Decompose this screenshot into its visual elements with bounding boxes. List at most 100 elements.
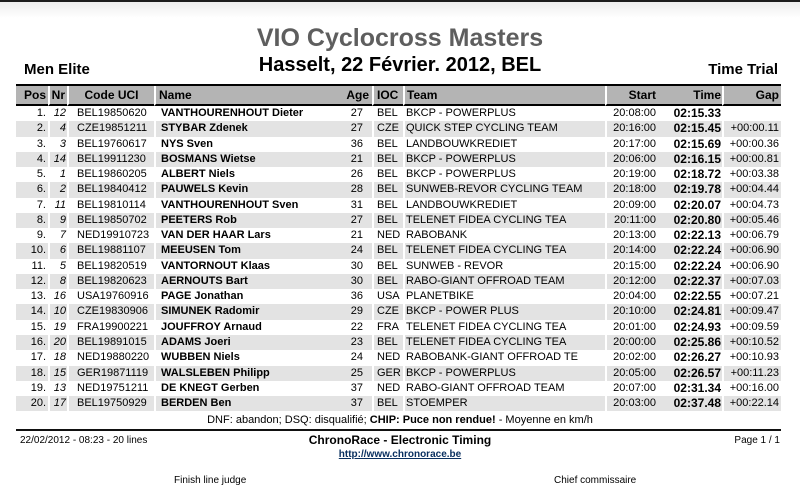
cell-age: 29 — [340, 304, 372, 320]
subheader: Hasselt, 22 Février. 2012, BEL Men Elite… — [0, 54, 800, 78]
cell-nr: 8 — [48, 273, 67, 290]
cell-start: 20:03:00 — [605, 396, 660, 412]
cell-name: WUBBEN Niels — [154, 350, 340, 366]
page-indicator: Page 1 / 1 — [734, 435, 780, 447]
cell-code: BEL19850620 — [67, 106, 154, 122]
cell-start: 20:19:00 — [605, 167, 660, 183]
cell-age: 27 — [350, 107, 363, 119]
cell-pos: 6. — [16, 182, 48, 198]
cell-team: TELENET FIDEA CYCLING TEA — [403, 334, 605, 351]
table-row: 17. 18 NED19880220 WUBBEN Niels 24 NED RABOBAN… — [16, 350, 781, 366]
cell-start: 20:06:00 — [605, 151, 660, 168]
cell-gap: +00:10.52 — [722, 334, 781, 351]
cell-ioc: BEL — [372, 258, 403, 274]
chief-commissaire-label: Chief commissaire — [554, 475, 637, 487]
cell-pos: 7. — [36, 198, 46, 211]
cell-time: 02:22.13 — [673, 228, 721, 243]
cell-start: 20:10:00 — [605, 304, 660, 320]
event-subtitle: Hasselt, 22 Février. 2012, BEL — [258, 54, 542, 76]
results-body: 1. 12 BEL19850620 VANTHOURENHOUT Dieter 27 BE… — [16, 106, 781, 412]
table-row: 3. 3 BEL19760617 NYS Sven 36 BEL LANDBOUWKREDI… — [16, 136, 781, 152]
cell-time: 02:16.15 — [660, 151, 722, 168]
cell-team: TELENET FIDEA CYCLING TEA — [403, 212, 605, 229]
cell-team: SUNWEB - REVOR — [403, 258, 605, 274]
cell-team: BKCP - POWERPLUS — [403, 365, 605, 381]
cell-code: BEL19840412 — [67, 182, 154, 198]
cell-name: DE KNEGT Gerben — [154, 380, 340, 397]
cell-pos: 17. — [30, 351, 46, 364]
cell-code: BEL19860205 — [67, 167, 154, 183]
cell-gap: +00:05.46 — [722, 212, 781, 229]
cell-team: BKCP - POWERPLUS — [403, 151, 605, 168]
cell-nr: 20 — [48, 334, 67, 351]
cell-code: FRA19900221 — [67, 319, 154, 335]
table-row: 12. 8 BEL19820623 AERNOUTS Bart 30 BEL RABO-GI… — [16, 273, 781, 290]
cell-age: 36 — [350, 290, 363, 303]
cell-start: 20:16:00 — [605, 121, 660, 137]
cell-pos: 19. — [30, 381, 46, 394]
table-row: 13. 16 USA19760916 PAGE Jonathan 36 USA PLANET… — [16, 289, 781, 305]
cell-gap: +00:06.90 — [722, 243, 781, 259]
cell-gap: +00:11.23 — [722, 365, 781, 381]
cell-ioc: BEL — [372, 136, 403, 152]
cell-name: NYS Sven — [154, 136, 340, 152]
page-title: VIO Cyclocross Masters — [256, 24, 544, 52]
results-table: Pos Nr Code UCI Name Age IOC Team Start … — [16, 84, 781, 412]
cell-pos: 13. — [30, 290, 46, 303]
website-link[interactable]: http://www.chronorace.be — [338, 448, 462, 460]
column-header-ioc: IOC — [372, 86, 403, 106]
cell-name: PAUWELS Kevin — [154, 182, 340, 198]
cell-code: NED19751211 — [67, 380, 154, 397]
website-link-line: http://www.chronorace.be — [0, 449, 800, 461]
category-label: Men Elite — [24, 61, 90, 78]
cell-name: BOSMANS Wietse — [154, 151, 340, 168]
cell-ioc: NED — [372, 350, 403, 366]
table-row: 6. 2 BEL19840412 PAUWELS Kevin 28 BEL SUNWEB-R… — [16, 182, 781, 198]
table-row: 7. 11 BEL19810114 VANTHOURENHOUT Sven 31 BEL L… — [16, 197, 781, 213]
cell-time: 02:26.57 — [660, 365, 722, 381]
table-row: 19. 13 NED19751211 DE KNEGT Gerben 37 NED RABO… — [16, 380, 781, 397]
finish-line-judge-label: Finish line judge — [174, 475, 247, 487]
cell-ioc: BEL — [372, 243, 403, 259]
cell-code: BEL19911230 — [67, 151, 154, 168]
cell-age: 30 — [340, 273, 372, 290]
cell-gap: +00:04.73 — [722, 197, 781, 213]
cell-team: BKCP - POWERPLUS — [403, 106, 605, 122]
cell-start: 20:15:00 — [605, 258, 660, 274]
table-row: 14. 10 CZE19830906 SIMUNEK Radomir 29 CZE BKCP… — [16, 304, 781, 320]
cell-code: BEL19820519 — [67, 258, 154, 274]
footer-line: 22/02/2012 - 08:23 - 20 lines ChronoRace… — [0, 434, 800, 447]
cell-name: ADAMS Joeri — [154, 334, 340, 351]
cell-code: BEL19760617 — [67, 136, 154, 152]
cell-name: AERNOUTS Bart — [154, 273, 340, 290]
cell-nr: 13 — [48, 380, 67, 397]
cell-time: 02:26.27 — [673, 350, 721, 365]
cell-pos: 2. — [16, 121, 48, 137]
cell-age: 22 — [350, 320, 363, 333]
cell-code: BEL19810114 — [67, 197, 154, 213]
cell-start: 20:02:00 — [605, 350, 660, 366]
cell-time: 02:22.37 — [660, 273, 722, 290]
cell-age: 21 — [350, 229, 363, 242]
cell-age: 25 — [340, 365, 372, 381]
cell-time: 02:37.48 — [660, 396, 722, 412]
cell-age: 27 — [340, 212, 372, 229]
cell-code: USA19760916 — [67, 289, 154, 305]
cell-name: VANTHOURENHOUT Dieter — [154, 106, 340, 122]
column-header-time: Time — [660, 86, 722, 106]
cell-team: PLANETBIKE — [403, 289, 605, 305]
signature-line: Finish line judge Chief commissaire — [0, 475, 800, 489]
cell-time: 02:22.24 — [673, 258, 721, 273]
column-header-name: Name — [154, 86, 340, 106]
cell-age: 23 — [340, 334, 372, 351]
cell-start: 20:04:00 — [605, 289, 660, 305]
cell-code: GER19871119 — [67, 365, 154, 381]
cell-pos: 14. — [16, 304, 48, 320]
column-header-age: Age — [340, 86, 372, 106]
cell-name: PEETERS Rob — [154, 212, 340, 229]
cell-code: NED19910723 — [67, 228, 154, 244]
column-header-start: Start — [605, 86, 660, 106]
cell-ioc: BEL — [372, 182, 403, 198]
cell-team: TELENET FIDEA CYCLING TEA — [403, 243, 605, 259]
cell-nr: 10 — [48, 304, 67, 320]
